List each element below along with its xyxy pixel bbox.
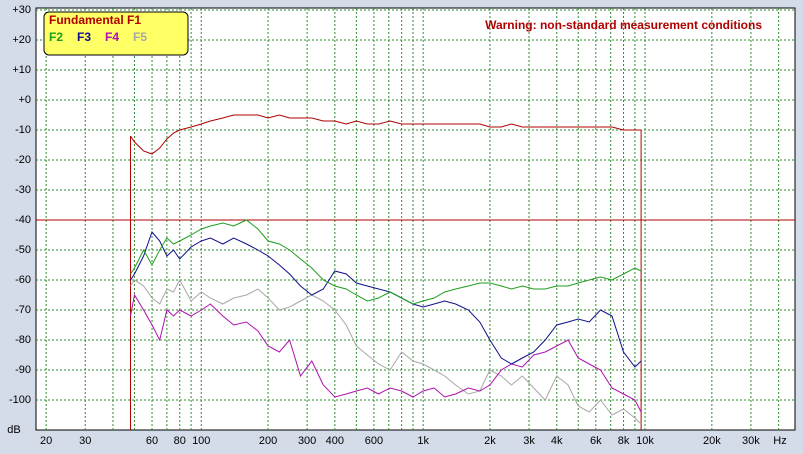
y-tick-label: -50 [15, 244, 31, 256]
legend-box [43, 11, 189, 56]
x-tick-label: 20k [703, 435, 721, 447]
y-tick-label: -60 [15, 274, 31, 286]
y-tick-label: -40 [15, 214, 31, 226]
legend-entry: F2 [49, 30, 63, 44]
series-line [130, 231, 642, 368]
x-tick-label: 4k [551, 435, 563, 447]
x-tick-label: 300 [298, 435, 316, 447]
x-tick-label: 400 [326, 435, 344, 447]
legend-entry: F3 [77, 30, 91, 44]
y-tick-label: -10 [15, 124, 31, 136]
warning: Warning: non-standard measurement condit… [485, 18, 762, 32]
y-tick-label: -70 [15, 304, 31, 316]
x-tick-label: 10k [636, 435, 654, 447]
x-tick-label: 2k [484, 435, 496, 447]
y-tick-label: +30 [12, 4, 31, 16]
x-tick-label: 100 [192, 435, 210, 447]
legend-entry: F5 [133, 30, 147, 44]
y-tick-label: -100 [9, 394, 31, 406]
legend-entry: F4 [105, 30, 119, 44]
y-tick-label: -20 [15, 154, 31, 166]
y-tick-label: +0 [18, 94, 31, 106]
plot-area [35, 7, 796, 431]
x-tick-label: 1k [417, 435, 429, 447]
y-tick-label: +20 [12, 34, 31, 46]
x-tick-label: 60 [146, 435, 158, 447]
x-tick-label: 30 [79, 435, 91, 447]
y-tick-label: -30 [15, 184, 31, 196]
x-tick-label: 30k [742, 435, 760, 447]
x-tick-label: 8k [618, 435, 630, 447]
x-unit: Hz [773, 435, 786, 447]
y-unit: dB [7, 424, 20, 436]
x-tick-label: 3k [523, 435, 535, 447]
y-tick-label: +10 [12, 64, 31, 76]
series-line [130, 219, 642, 305]
x-tick-label: 6k [590, 435, 602, 447]
x-tick-label: 80 [174, 435, 186, 447]
x-tick-label: 200 [259, 435, 277, 447]
x-tick-label: 20 [40, 435, 52, 447]
series-line [130, 114, 642, 155]
series-line [130, 293, 642, 413]
legend-entry: Fundamental F1 [49, 13, 141, 27]
series-line [130, 278, 642, 425]
x-tick-label: 600 [365, 435, 383, 447]
y-tick-label: -80 [15, 334, 31, 346]
y-tick-label: -90 [15, 364, 31, 376]
